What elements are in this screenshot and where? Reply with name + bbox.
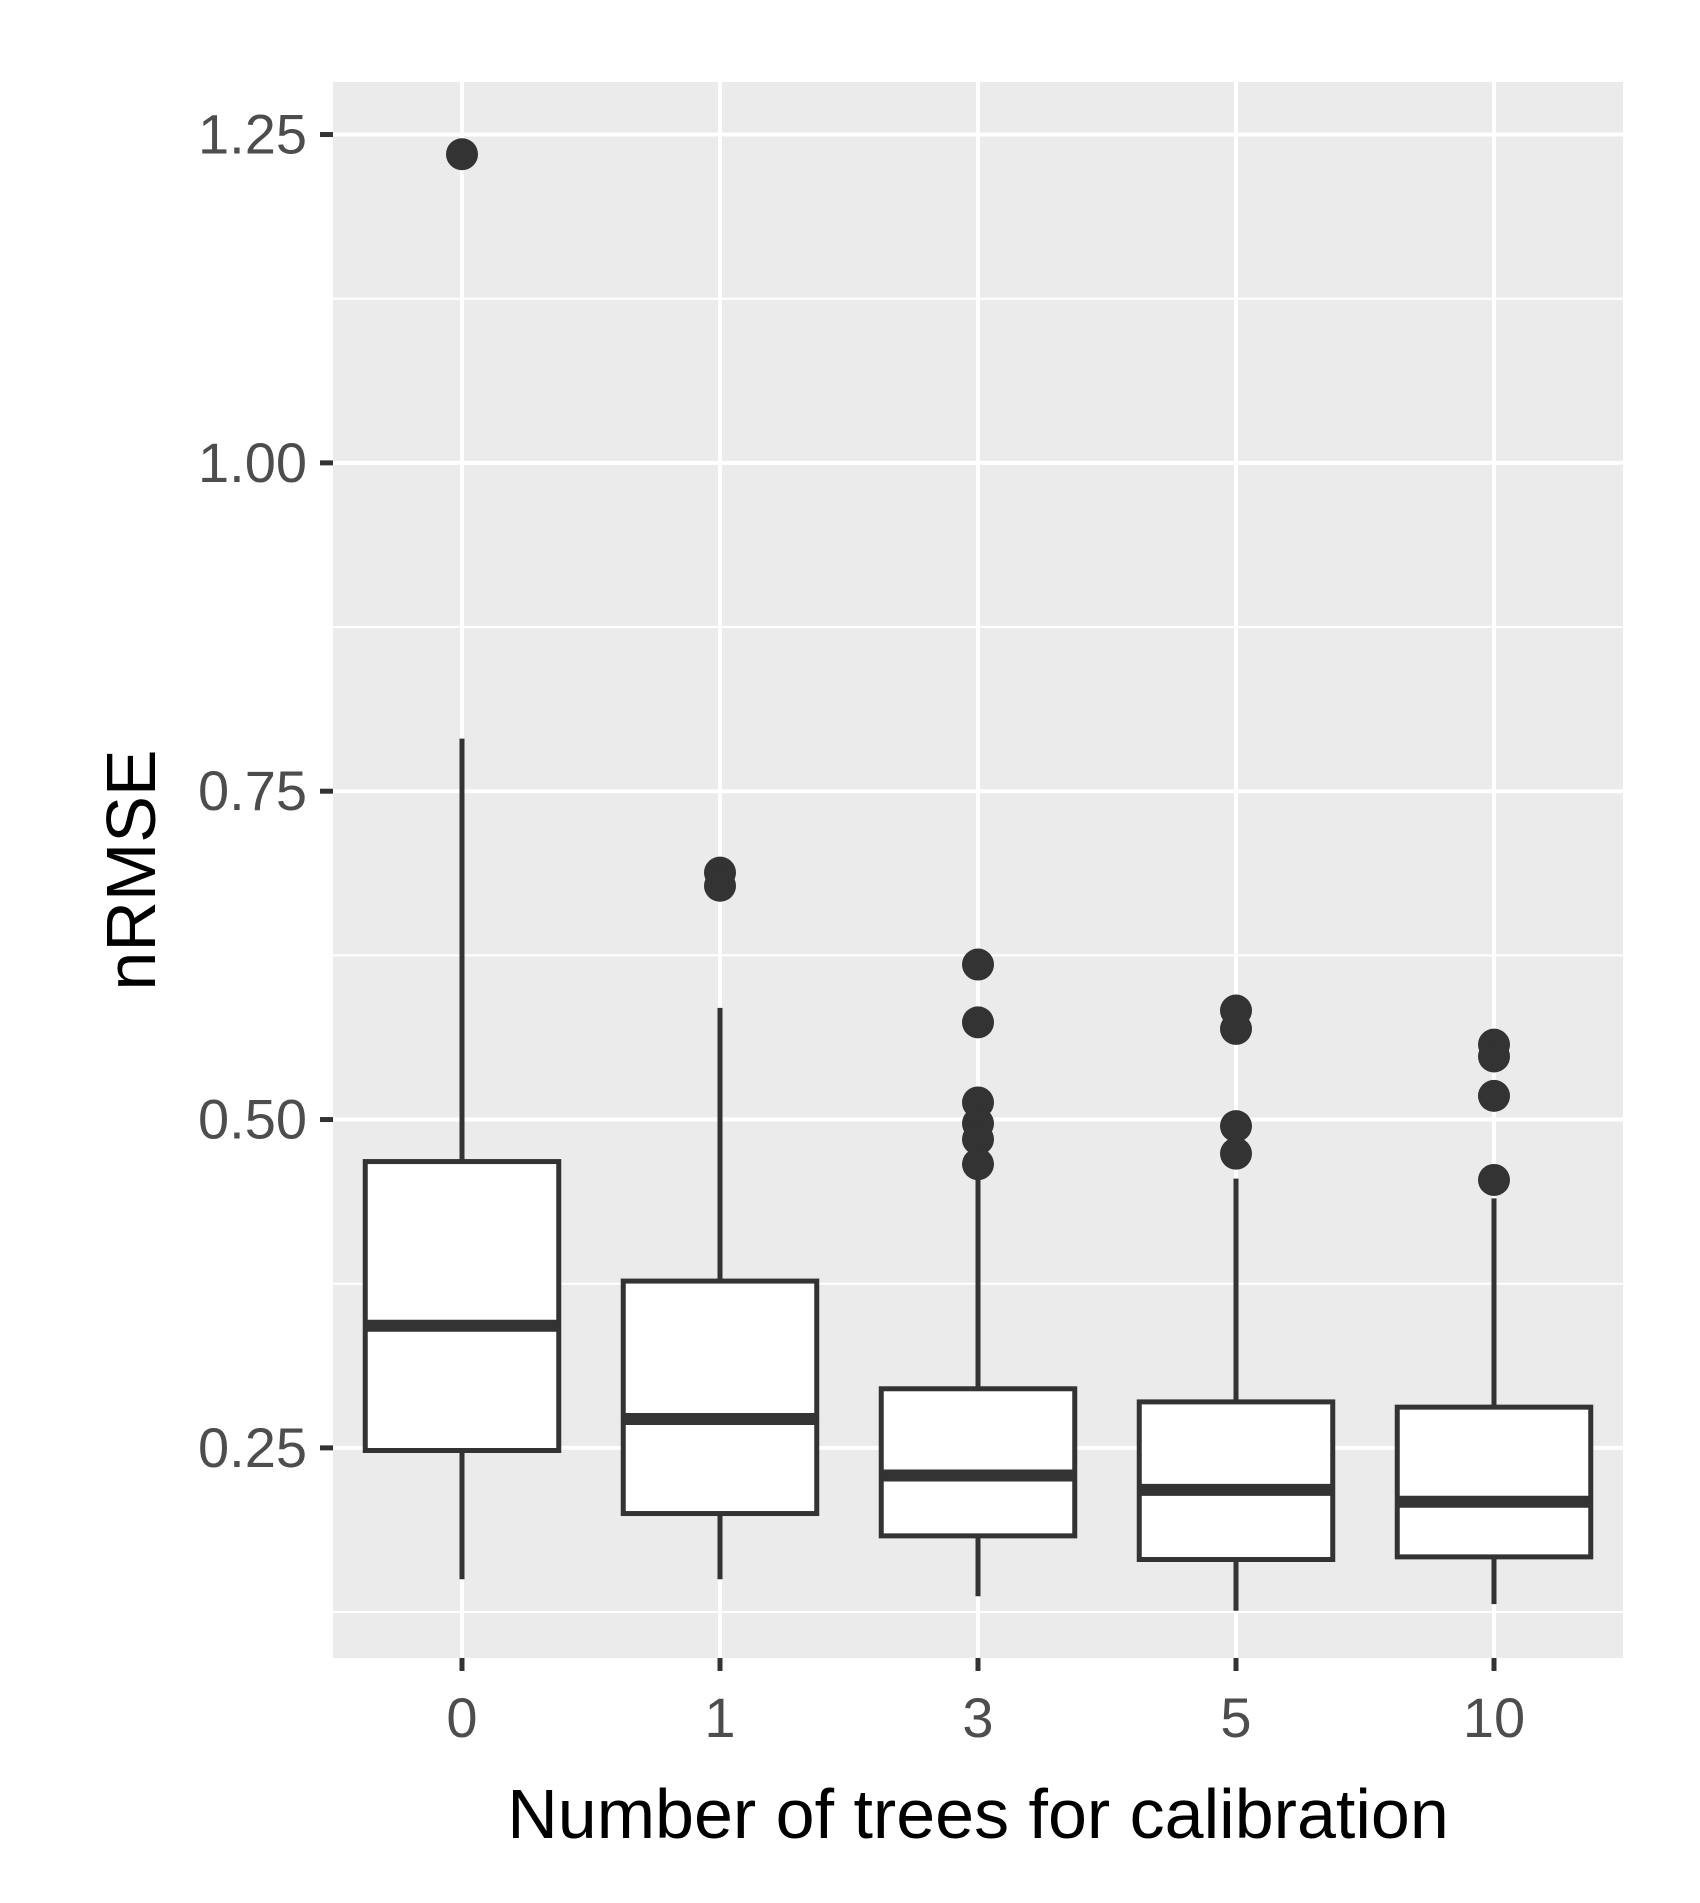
y-tick-label: 1.00 — [198, 431, 307, 494]
outlier-point — [962, 1148, 994, 1181]
x-tick-label: 0 — [446, 1686, 477, 1749]
x-tick-label: 5 — [1220, 1686, 1251, 1749]
y-axis: 0.25 0.50 0.75 1.00 1.25 — [198, 103, 333, 1479]
x-tick-label: 1 — [704, 1686, 735, 1749]
y-tick-label: 0.50 — [198, 1088, 307, 1151]
box-10 — [1394, 1028, 1594, 1605]
outlier-point — [1478, 1079, 1510, 1112]
box-iqr — [362, 1159, 562, 1453]
outlier-point — [1220, 1012, 1252, 1045]
boxplot-series — [362, 138, 1594, 1611]
box-0 — [362, 138, 562, 1580]
box-iqr — [1394, 1404, 1594, 1560]
outlier-point — [1478, 1163, 1510, 1196]
x-tick-label: 10 — [1463, 1686, 1525, 1749]
box-1 — [620, 856, 820, 1580]
outlier-point — [704, 869, 736, 902]
box-5 — [1136, 994, 1336, 1611]
box-iqr — [1136, 1399, 1336, 1563]
y-tick-label: 0.25 — [198, 1416, 307, 1479]
outlier-point — [446, 138, 478, 171]
y-tick-label: 0.75 — [198, 759, 307, 822]
outlier-point — [1220, 1110, 1252, 1143]
outlier-point — [962, 948, 994, 981]
box-3 — [878, 948, 1078, 1597]
x-axis: 0 1 3 5 10 — [446, 1658, 1525, 1749]
x-axis-title: Number of trees for calibration — [507, 1775, 1449, 1853]
y-tick-label: 1.25 — [198, 103, 307, 166]
x-tick-label: 3 — [962, 1686, 993, 1749]
outlier-point — [1220, 1137, 1252, 1170]
outlier-point — [962, 1123, 994, 1156]
box-iqr — [620, 1278, 820, 1517]
box-iqr — [878, 1386, 1078, 1539]
outlier-point — [962, 1006, 994, 1039]
outlier-point — [1478, 1040, 1510, 1073]
y-axis-title: nRMSE — [92, 749, 170, 990]
